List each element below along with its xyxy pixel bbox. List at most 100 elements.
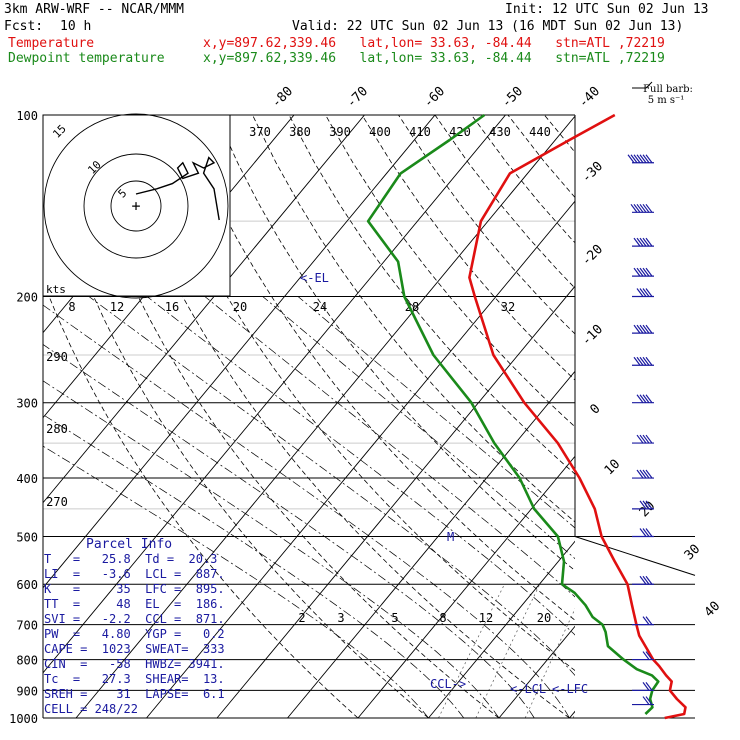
isotherm-line — [287, 370, 575, 719]
hodograph-units: kts — [46, 283, 66, 296]
isotherm-line — [43, 115, 436, 589]
dry-adiabat — [690, 115, 740, 718]
dry-adiabat — [69, 115, 500, 719]
isotherm-line — [146, 200, 575, 719]
speed-axis-label: 32 — [501, 300, 515, 314]
isotherm-line — [569, 710, 575, 719]
parcel-info-row: CELL = 248/22 — [44, 702, 138, 716]
wind-barb-feather — [642, 324, 650, 334]
wind-barb-feather — [642, 394, 650, 404]
speed-axis-label: 12 — [110, 300, 124, 314]
speed-axis-label: 20 — [233, 300, 247, 314]
lcl-label: <-LCL — [510, 682, 546, 696]
wind-barb-feather — [639, 237, 647, 247]
hodograph-origin: + — [131, 197, 140, 215]
wind-barb-feather — [639, 356, 647, 366]
lfc-label: <-LFC — [552, 682, 588, 696]
pressure-label: 1000 — [9, 712, 38, 726]
wind-barb-feather — [639, 394, 647, 404]
wind-barb-feather — [642, 237, 650, 247]
temperature-legend: Temperature — [8, 36, 95, 51]
moist-adiabat — [43, 380, 500, 719]
dry-adiabat — [252, 115, 575, 523]
moist-adiabat — [297, 296, 575, 529]
parcel-info-row: K = 35 LFC = 895. — [44, 582, 225, 596]
pressure-label: 300 — [16, 397, 38, 411]
wind-barb-feather — [645, 394, 653, 404]
wind-barb-feather — [645, 528, 653, 537]
mixing-ratio-line — [475, 584, 541, 719]
theta-left-label: 270 — [46, 495, 68, 509]
wind-barb-feather — [642, 288, 650, 297]
theta-left-label: 290 — [46, 350, 68, 364]
wind-barb-feather — [645, 434, 653, 444]
wind-barb-feather — [636, 237, 644, 247]
wind-barb-feather — [645, 267, 653, 277]
parcel-info-row: SREH = 31 LAPSE= 6.1 — [44, 687, 225, 701]
pressure-label: 100 — [16, 109, 38, 123]
isotherm-label: 10 — [602, 457, 624, 479]
wind-barb-feather — [639, 324, 647, 334]
mixing-ratio-line — [572, 712, 575, 719]
wind-barb-feather — [639, 500, 647, 510]
el-label: <-EL — [300, 271, 329, 285]
dry-adiabat — [325, 115, 575, 428]
parcel-info-row: PW = 4.80 YGP = 0.2 — [44, 627, 225, 641]
isotherm-label: -50 — [499, 84, 526, 111]
isotherm-line — [428, 540, 575, 719]
wind-barb-feather — [645, 356, 653, 366]
wind-barb-feather — [639, 288, 647, 297]
dry-adiabat — [471, 115, 575, 244]
hodograph-ring — [110, 180, 162, 232]
wind-barb-feather — [633, 324, 641, 334]
speed-axis-label: 16 — [165, 300, 179, 314]
isotherm-line — [711, 115, 740, 718]
dry-adiabat — [288, 115, 575, 475]
parcel-info-row: SVI = -2.2 CCL = 871. — [44, 612, 225, 626]
wind-barb-feather — [645, 651, 653, 660]
isotherm-label: 30 — [682, 542, 704, 564]
parcel-info-row: TT = 48 EL = 186. — [44, 597, 225, 611]
mixing-ratio-label: 8 — [439, 611, 446, 625]
parcel-info-rows: T = 25.8 Td = 20.3 LI = -3.6 LCL = 887. K … — [44, 552, 246, 717]
isotherm-line — [75, 115, 575, 719]
wind-barb-feather — [633, 154, 641, 164]
wind-barb-feather — [639, 469, 647, 479]
parcel-info-row: CAPE = 1023 SWEAT= 333 — [44, 642, 225, 656]
wind-barb-feather — [636, 394, 644, 404]
isotherm-line — [216, 285, 575, 719]
hodograph-ring — [83, 153, 189, 259]
mixing-ratio-label: 2 — [298, 611, 305, 625]
parcel-info-box: Parcel Info T = 25.8 Td = 20.3 LI = -3.6 … — [44, 537, 246, 727]
theta-label: 440 — [529, 125, 551, 139]
speed-axis-label: 8 — [68, 300, 75, 314]
wind-barb-feather — [645, 237, 653, 247]
dry-adiabat — [507, 115, 575, 199]
sounding-profiles — [366, 113, 687, 720]
temperature-location: x,y=897.62,339.46 lat,lon= 33.63, -84.44… — [203, 36, 665, 51]
wind-barb-feather — [642, 528, 650, 537]
wind-barb-feather — [636, 434, 644, 444]
valid-time: Valid: 22 UTC Sun 02 Jun 13 (16 MDT Sun … — [292, 19, 684, 34]
wind-barb-feather — [642, 575, 650, 585]
wind-barb-feather — [645, 324, 653, 334]
pressure-label: 800 — [16, 654, 38, 668]
isotherm-label: -30 — [579, 159, 606, 186]
wind-barb-feather — [642, 154, 650, 164]
dry-adiabat — [43, 151, 429, 719]
wind-barb-feather — [645, 696, 653, 705]
wind-barb-feather — [645, 616, 653, 625]
init-time: Init: 12 UTC Sun 02 Jun 13 — [505, 2, 709, 17]
isotherm-label: -80 — [269, 84, 296, 111]
isotherm-line — [640, 115, 740, 718]
wind-barb-feather — [642, 616, 650, 625]
model-title: 3km ARW-WRF -- NCAR/MMM — [4, 2, 185, 17]
pressure-label: 600 — [16, 578, 38, 592]
mixing-ratio-line — [438, 584, 505, 719]
dewpoint-legend: Dewpoint temperature — [8, 51, 165, 66]
isotherm-line — [43, 115, 506, 674]
parcel-info-row: LI = -3.6 LCL = 887. — [44, 567, 225, 581]
wind-barb-feather — [642, 469, 650, 479]
